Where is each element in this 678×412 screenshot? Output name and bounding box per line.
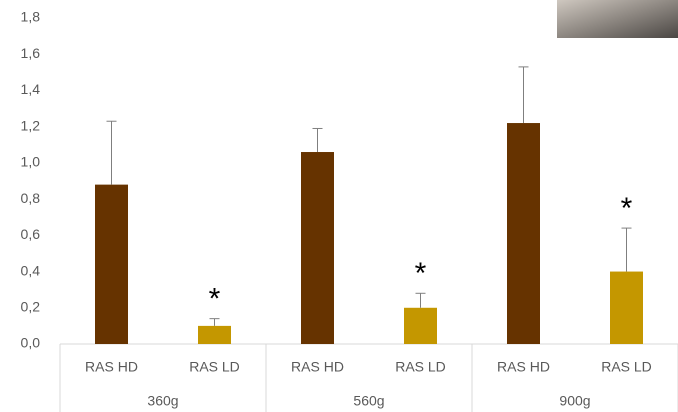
error-bar [209, 318, 220, 326]
bar [301, 152, 334, 344]
error-bar [106, 120, 117, 185]
x-tick-label: RAS HD [291, 359, 344, 375]
y-tick-label: 1,0 [21, 154, 41, 170]
bar [198, 325, 231, 344]
significance-marker: * [415, 257, 427, 290]
x-tick-label: RAS HD [497, 359, 550, 375]
bar [404, 307, 437, 344]
y-tick-label: 1,6 [21, 45, 41, 61]
bar [507, 123, 540, 345]
y-tick-label: 1,4 [21, 81, 41, 97]
y-tick-label: 0,2 [21, 298, 41, 314]
y-tick-label: 0,4 [21, 262, 41, 278]
bar [610, 271, 643, 344]
y-tick-label: 1,2 [21, 117, 41, 133]
error-bar [518, 66, 529, 124]
bar [95, 184, 128, 344]
significance-marker: * [209, 283, 221, 316]
group-label: 560g [353, 393, 384, 409]
y-tick-label: 1,8 [21, 9, 41, 25]
error-bar [415, 292, 426, 308]
error-bar [621, 227, 632, 272]
x-tick-label: RAS HD [85, 359, 138, 375]
significance-marker: * [621, 192, 633, 225]
y-tick-label: 0,0 [21, 335, 41, 351]
x-tick-label: RAS LD [189, 359, 240, 375]
photo [557, 0, 678, 38]
error-bar [312, 127, 323, 153]
y-tick-label: 0,8 [21, 190, 41, 206]
x-tick-label: RAS LD [395, 359, 446, 375]
x-tick-label: RAS LD [601, 359, 652, 375]
y-tick-label: 0,6 [21, 226, 41, 242]
group-label: 900g [559, 393, 590, 409]
group-label: 360g [147, 393, 178, 409]
